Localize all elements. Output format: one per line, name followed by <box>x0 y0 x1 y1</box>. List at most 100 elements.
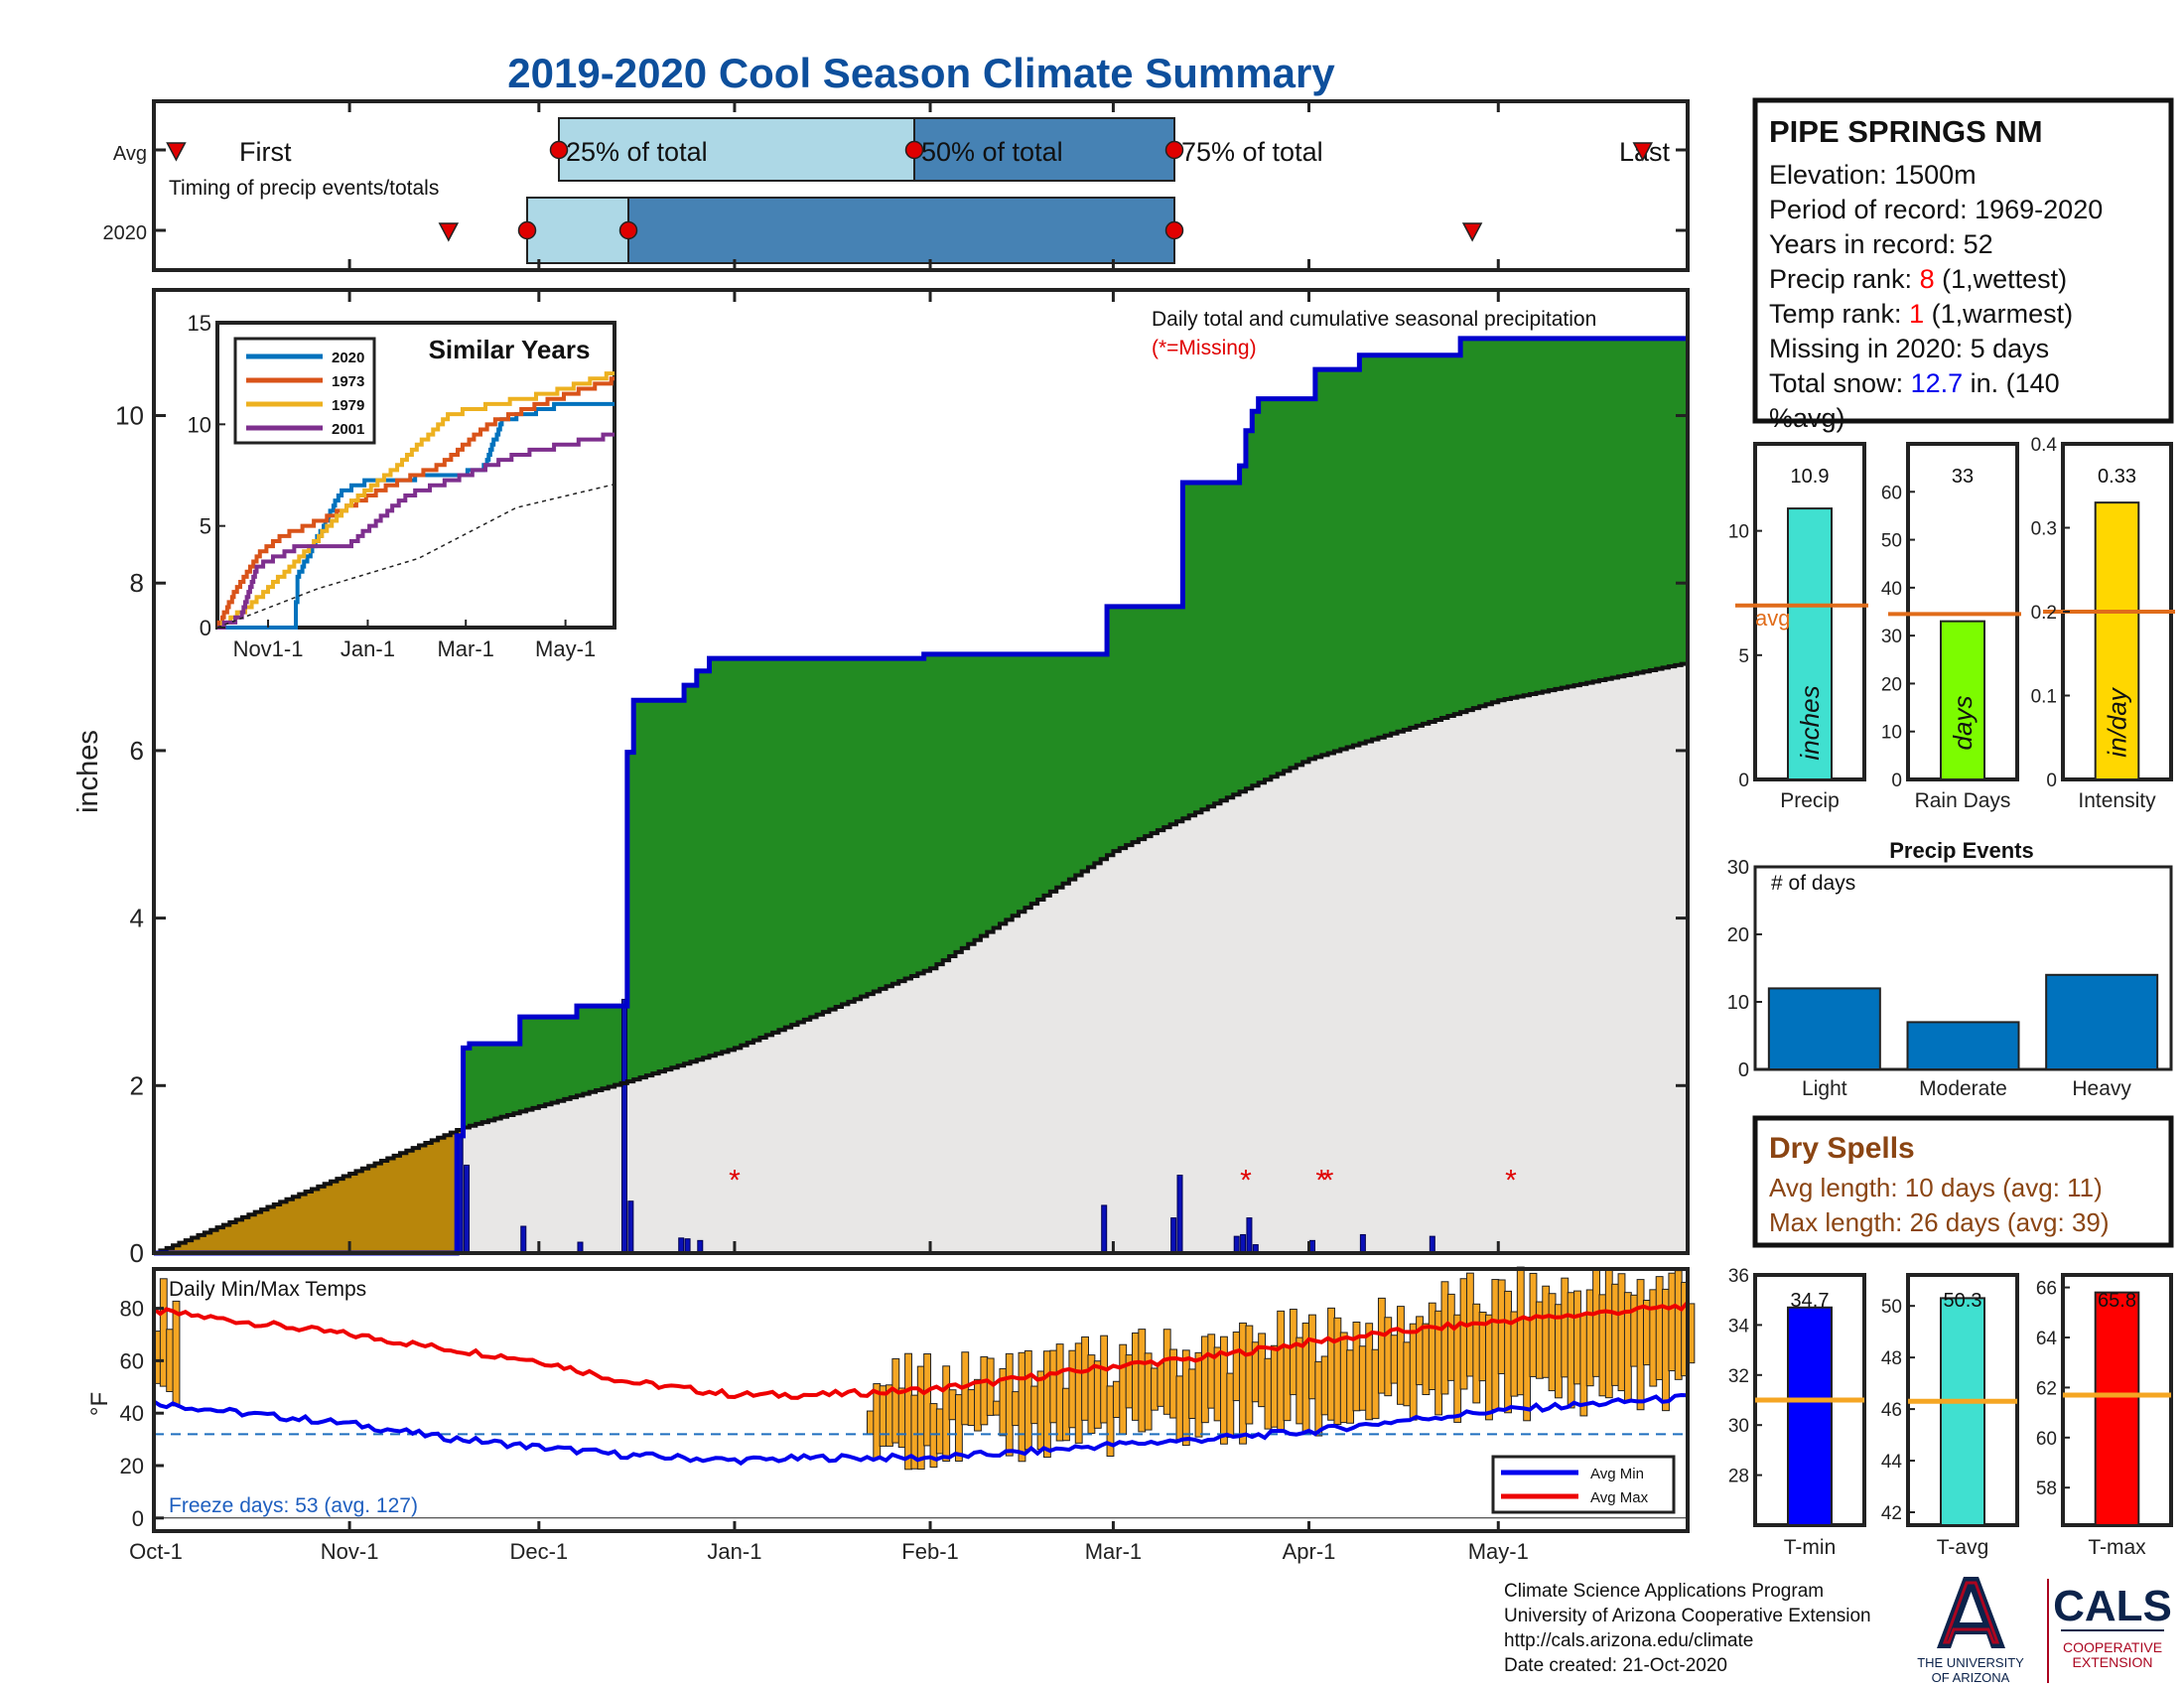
station-name: PIPE SPRINGS NM <box>1769 114 2043 149</box>
daily-temp-bar <box>1308 1314 1316 1400</box>
main-missing-note: (*=Missing) <box>1152 337 1257 359</box>
legend-label-1979: 1979 <box>332 397 364 414</box>
daily-precip-bar <box>1246 1217 1253 1254</box>
inset-line-2001 <box>217 432 614 630</box>
temp-y-tick-label: 0 <box>132 1506 144 1531</box>
daily-temp-bar <box>1377 1297 1386 1394</box>
precip-tick-label: 5 <box>1738 646 1749 667</box>
daily-temp-bar <box>1668 1272 1677 1372</box>
daily-temp-bar <box>1403 1341 1412 1407</box>
daily-temp-bar <box>1491 1279 1500 1411</box>
daily-temp-bar <box>1333 1317 1342 1425</box>
tmax-tick-label: 62 <box>2036 1378 2057 1399</box>
daily-temp-bar <box>993 1400 1001 1416</box>
date-axis-label: Apr-1 <box>1283 1539 1336 1564</box>
tmax-label: T-max <box>2088 1536 2146 1559</box>
main-y-tick-label: 0 <box>130 1238 144 1268</box>
temp-y-axis: 0 20 40 60 80 <box>120 1297 164 1531</box>
missing-day-marker: * <box>729 1164 741 1196</box>
daily-temp-bar <box>1579 1314 1588 1417</box>
rain-days-tick-label: 30 <box>1881 627 1902 647</box>
daily-temp-range-bars <box>153 1266 1696 1471</box>
daily-temp-bar <box>166 1329 175 1392</box>
daily-precip-bar <box>1240 1233 1247 1254</box>
avg-percentile-marker <box>904 140 924 160</box>
daily-temp-bar <box>1327 1307 1335 1421</box>
station-snow-percent: %avg) <box>1769 403 1845 433</box>
precip-label: Precip <box>1780 789 1840 812</box>
daily-temp-bar <box>1106 1385 1115 1458</box>
daily-temp-bar <box>1611 1283 1620 1386</box>
temp-y-tick-label: 40 <box>120 1401 144 1426</box>
main-y-axis: 0 2 4 6 8 10 <box>115 401 1688 1268</box>
date-axis-label: Nov-1 <box>321 1539 379 1564</box>
temp-lines <box>152 1301 1690 1519</box>
rain-days-tick-label: 40 <box>1881 579 1902 600</box>
daily-temp-bar <box>1151 1367 1159 1411</box>
intensity-label: Intensity <box>2078 789 2156 812</box>
temp-summary-bars: 28 30 32 34 36 34.7 T-min 42 44 46 48 50 50.3 T-avg 58… <box>1728 1266 2173 1559</box>
missing-day-marker: * <box>1240 1164 1252 1196</box>
rain-days-tick-label: 20 <box>1881 674 1902 695</box>
year-percentile-marker <box>517 220 537 240</box>
daily-temp-bar <box>923 1353 932 1447</box>
timing-caption: Timing of precip events/totals <box>169 177 439 200</box>
daily-precip-bar <box>1429 1235 1435 1254</box>
daily-temp-bar <box>1024 1349 1032 1451</box>
daily-temp-bar <box>1314 1360 1323 1437</box>
station-info-box: PIPE SPRINGS NM Elevation: 1500m Period … <box>1752 97 2174 433</box>
main-y-tick-label: 4 <box>130 904 144 933</box>
legend-label-avg-min: Avg Min <box>1590 1466 1644 1482</box>
daily-temp-bar <box>1358 1345 1367 1411</box>
daily-temp-bar <box>1194 1351 1203 1438</box>
legend-label-2001: 2001 <box>332 421 364 438</box>
daily-temp-bar <box>1226 1372 1235 1439</box>
date-axis-label: Jan-1 <box>707 1539 761 1564</box>
precip-avg-label: avg <box>1755 606 1790 631</box>
tmin-tick-label: 28 <box>1728 1467 1749 1487</box>
daily-temp-bar <box>1604 1267 1613 1399</box>
daily-temp-bar <box>1497 1279 1506 1374</box>
year-percentile-marker <box>618 220 638 240</box>
events-ylabel: # of days <box>1771 872 1855 895</box>
daily-temp-bar <box>1485 1314 1493 1421</box>
daily-precip-bar <box>1101 1204 1108 1254</box>
tmin-tick-label: 36 <box>1728 1266 1749 1287</box>
tmax-tick-label: 66 <box>2036 1279 2057 1300</box>
daily-precip-bar <box>620 998 627 1254</box>
inset-avg-line <box>216 484 614 629</box>
temp-title: Daily Min/Max Temps <box>169 1278 366 1301</box>
temp-y-tick-label: 80 <box>120 1297 144 1322</box>
dry-spells-box: Dry Spells Avg length: 10 days (avg: 11)… <box>1752 1115 2174 1248</box>
inset-title: Similar Years <box>429 335 591 364</box>
daily-temp-bar <box>1074 1342 1083 1444</box>
daily-precip-bar <box>520 1225 527 1254</box>
timing-p25-label: 25% of total <box>566 137 708 167</box>
daily-temp-bar <box>1649 1289 1658 1387</box>
daily-temp-bar <box>1472 1303 1481 1404</box>
daily-temp-bar <box>1542 1285 1551 1378</box>
rain-days-label: Rain Days <box>1915 789 2011 812</box>
missing-day-marker: * <box>1322 1164 1334 1196</box>
daily-temp-bar <box>1339 1332 1348 1424</box>
daily-temp-bar <box>1277 1310 1286 1433</box>
timing-row-year-label: 2020 <box>103 222 148 244</box>
inset-y-tick-label: 10 <box>188 412 211 437</box>
date-axis-label: Mar-1 <box>1085 1539 1142 1564</box>
avg-precip-area <box>154 662 1688 1253</box>
tavg-tick-label: 44 <box>1881 1452 1903 1473</box>
events-bar-light <box>1767 987 1881 1071</box>
footer-university: University of Arizona Cooperative Extens… <box>1504 1606 1871 1626</box>
daily-temp-bar <box>1018 1351 1026 1463</box>
date-axis-label: Feb-1 <box>901 1539 958 1564</box>
tmax-bar <box>2094 1291 2140 1527</box>
daily-temp-bar <box>1119 1343 1128 1435</box>
timing-year-bar-light <box>526 197 629 264</box>
daily-temp-bar <box>967 1389 976 1427</box>
daily-temp-bar <box>1623 1292 1632 1403</box>
daily-precip-bar <box>1170 1217 1177 1254</box>
events-tick-label: 30 <box>1727 857 1749 879</box>
legend-label-2020: 2020 <box>332 350 364 366</box>
main-y-tick-label: 10 <box>115 401 144 431</box>
